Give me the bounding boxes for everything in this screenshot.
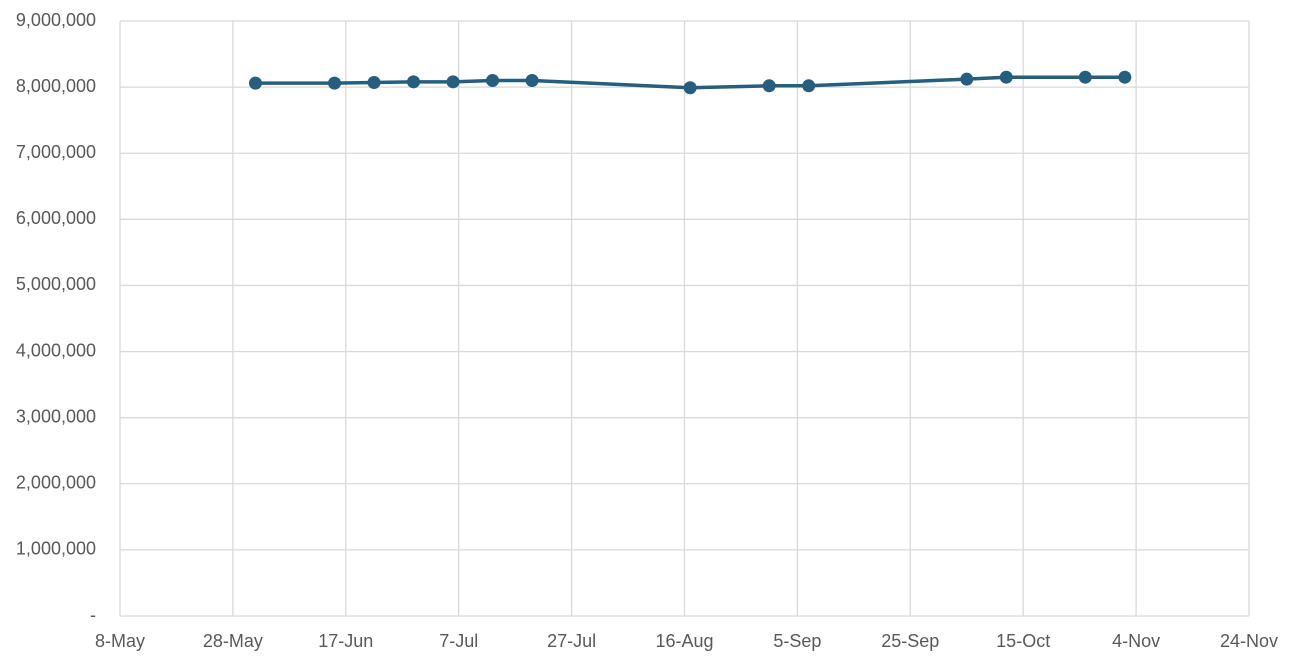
y-tick-label: 7,000,000	[16, 142, 96, 162]
x-tick-label: 24-Nov	[1220, 631, 1278, 651]
x-tick-label: 28-May	[203, 631, 263, 651]
marker	[999, 70, 1013, 84]
x-tick-label: 15-Oct	[996, 631, 1050, 651]
marker	[683, 81, 697, 95]
marker	[446, 75, 460, 89]
marker	[367, 75, 381, 89]
marker	[525, 74, 539, 87]
x-tick-label: 5-Sep	[773, 631, 821, 651]
x-tick-label: 25-Sep	[881, 631, 939, 651]
y-tick-label: 3,000,000	[16, 406, 96, 426]
x-tick-label: 8-May	[95, 631, 145, 651]
marker	[407, 75, 421, 89]
marker	[802, 79, 816, 93]
y-tick-label: 4,000,000	[16, 340, 96, 360]
x-tick-label: 27-Jul	[547, 631, 596, 651]
marker	[486, 74, 500, 87]
y-tick-label: 9,000,000	[16, 10, 96, 30]
marker	[1078, 70, 1092, 84]
x-tick-label: 17-Jun	[318, 631, 373, 651]
y-tick-label: 1,000,000	[16, 539, 96, 559]
marker	[762, 79, 776, 93]
x-tick-label: 4-Nov	[1112, 631, 1160, 651]
y-tick-label: 6,000,000	[16, 208, 96, 228]
marker	[960, 72, 974, 86]
marker	[248, 76, 262, 90]
y-tick-label: 2,000,000	[16, 473, 96, 493]
x-tick-label: 7-Jul	[439, 631, 478, 651]
y-tick-label: -	[90, 605, 96, 625]
marker	[1118, 70, 1132, 84]
line	[255, 75, 1125, 90]
y-tick-label: 8,000,000	[16, 76, 96, 96]
x-tick-label: 16-Aug	[655, 631, 713, 651]
marker	[328, 76, 342, 90]
y-tick-label: 5,000,000	[16, 274, 96, 294]
